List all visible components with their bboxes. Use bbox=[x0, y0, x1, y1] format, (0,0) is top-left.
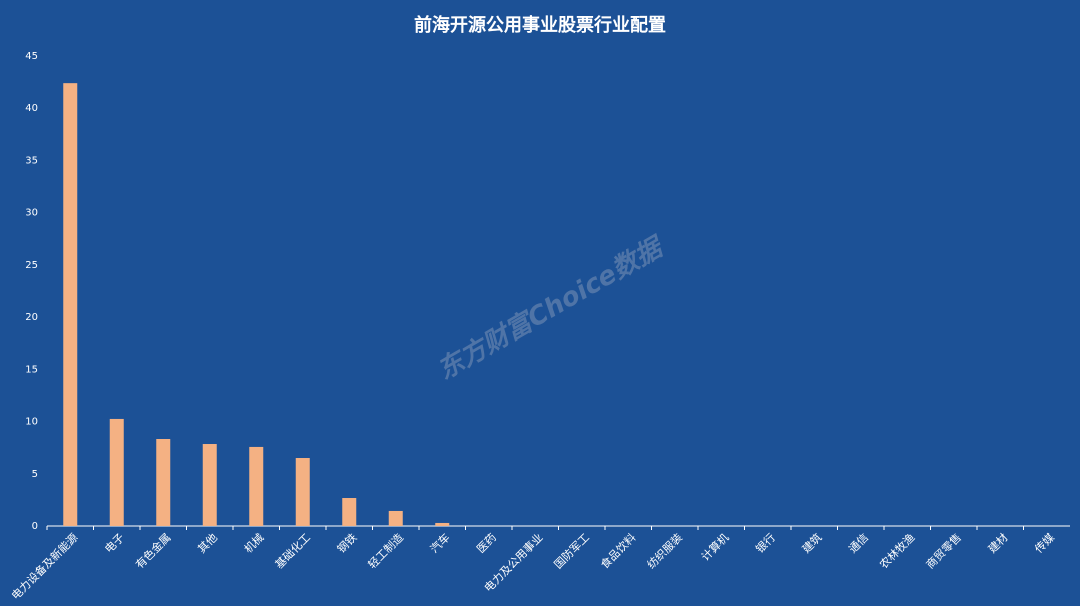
y-tick-label: 20 bbox=[25, 312, 38, 323]
y-tick-label: 45 bbox=[25, 51, 38, 62]
chart-title: 前海开源公用事业股票行业配置 bbox=[414, 14, 666, 36]
bar bbox=[156, 438, 171, 526]
bar bbox=[435, 522, 450, 526]
bar bbox=[388, 510, 403, 526]
y-tick-label: 10 bbox=[25, 417, 38, 428]
bar bbox=[109, 418, 124, 526]
y-tick-label: 35 bbox=[25, 155, 38, 166]
y-tick-label: 25 bbox=[25, 260, 38, 271]
y-tick-label: 40 bbox=[25, 103, 38, 114]
bar bbox=[295, 458, 310, 526]
bar bbox=[249, 446, 264, 526]
y-tick-label: 5 bbox=[32, 469, 38, 480]
y-tick-label: 15 bbox=[25, 364, 38, 375]
bar bbox=[63, 83, 78, 527]
y-tick-label: 0 bbox=[32, 521, 38, 532]
y-tick-label: 30 bbox=[25, 208, 38, 219]
bar bbox=[342, 498, 357, 526]
bar bbox=[202, 444, 217, 526]
